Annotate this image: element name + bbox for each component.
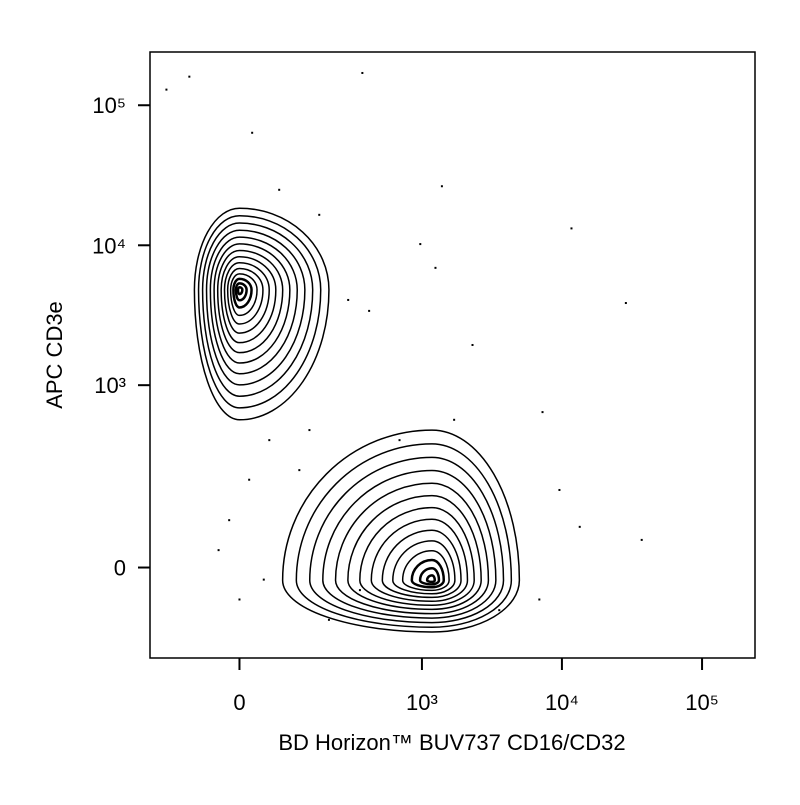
event-dot (570, 227, 573, 230)
y-tick-label: 10⁵ (92, 93, 126, 118)
x-tick-label: 10³ (406, 690, 438, 715)
contour-line (401, 550, 450, 592)
y-tick-label: 10⁴ (92, 233, 126, 258)
contour-line (234, 282, 248, 302)
event-dot (347, 298, 350, 301)
event-dot (308, 429, 311, 432)
contour-line (226, 267, 264, 325)
event-dot (434, 266, 437, 269)
event-dot (558, 488, 561, 491)
contour-line (201, 222, 314, 397)
event-dot (419, 243, 422, 246)
event-dot (278, 188, 281, 191)
plot-frame (149, 51, 756, 659)
event-dot (624, 302, 627, 305)
event-dot (471, 343, 474, 346)
contour-line (392, 540, 456, 595)
event-dot (498, 609, 501, 612)
contour-line (205, 229, 306, 386)
x-axis-label: BD Horizon™ BUV737 CD16/CD32 (278, 730, 625, 755)
contour-line (220, 255, 277, 344)
contour-line (281, 429, 521, 633)
contour-line (197, 214, 322, 409)
contour-line (229, 273, 258, 317)
event-dot (453, 418, 456, 421)
contour-line (308, 456, 505, 624)
event-dot (538, 598, 541, 601)
y-axis-label: APC CD3e (42, 301, 67, 409)
contour-line (418, 566, 441, 586)
x-tick-label: 0 (233, 690, 245, 715)
y-tick-label: 0 (114, 556, 126, 581)
contour-line (232, 277, 253, 309)
contour-line (381, 529, 462, 599)
event-dot (251, 131, 254, 134)
y-tick-label: 10³ (94, 373, 126, 398)
event-dot (440, 185, 443, 188)
contour-line (347, 494, 482, 611)
contour-line (425, 574, 437, 584)
event-dot (541, 411, 544, 414)
event-dot (298, 469, 301, 472)
contour-line (359, 506, 475, 606)
event-dot (358, 589, 361, 592)
event-dot (228, 519, 231, 522)
event-dot (188, 75, 191, 78)
contour-line (209, 236, 298, 375)
event-dot (578, 525, 581, 528)
event-dot (238, 598, 241, 601)
contour-line (322, 469, 497, 619)
event-dot (217, 549, 220, 552)
contour-line (236, 286, 244, 296)
contour-line (213, 243, 291, 364)
contour-line (334, 482, 490, 615)
event-dot (361, 71, 364, 74)
contour-line (370, 518, 469, 602)
event-dot (268, 439, 271, 442)
contour-line (295, 443, 513, 628)
event-dot (165, 88, 168, 91)
x-tick-label: 10⁵ (685, 690, 719, 715)
contour-line (193, 207, 330, 421)
event-dot (398, 439, 401, 442)
contour-line (223, 262, 270, 334)
event-dot (262, 578, 265, 581)
event-dot (640, 538, 643, 541)
event-dot (318, 213, 321, 216)
event-dot (368, 309, 371, 312)
event-dot (327, 618, 330, 621)
contour-line (216, 249, 284, 354)
x-tick-label: 10⁴ (545, 690, 579, 715)
contour-line (410, 558, 446, 589)
event-dot (248, 478, 251, 481)
